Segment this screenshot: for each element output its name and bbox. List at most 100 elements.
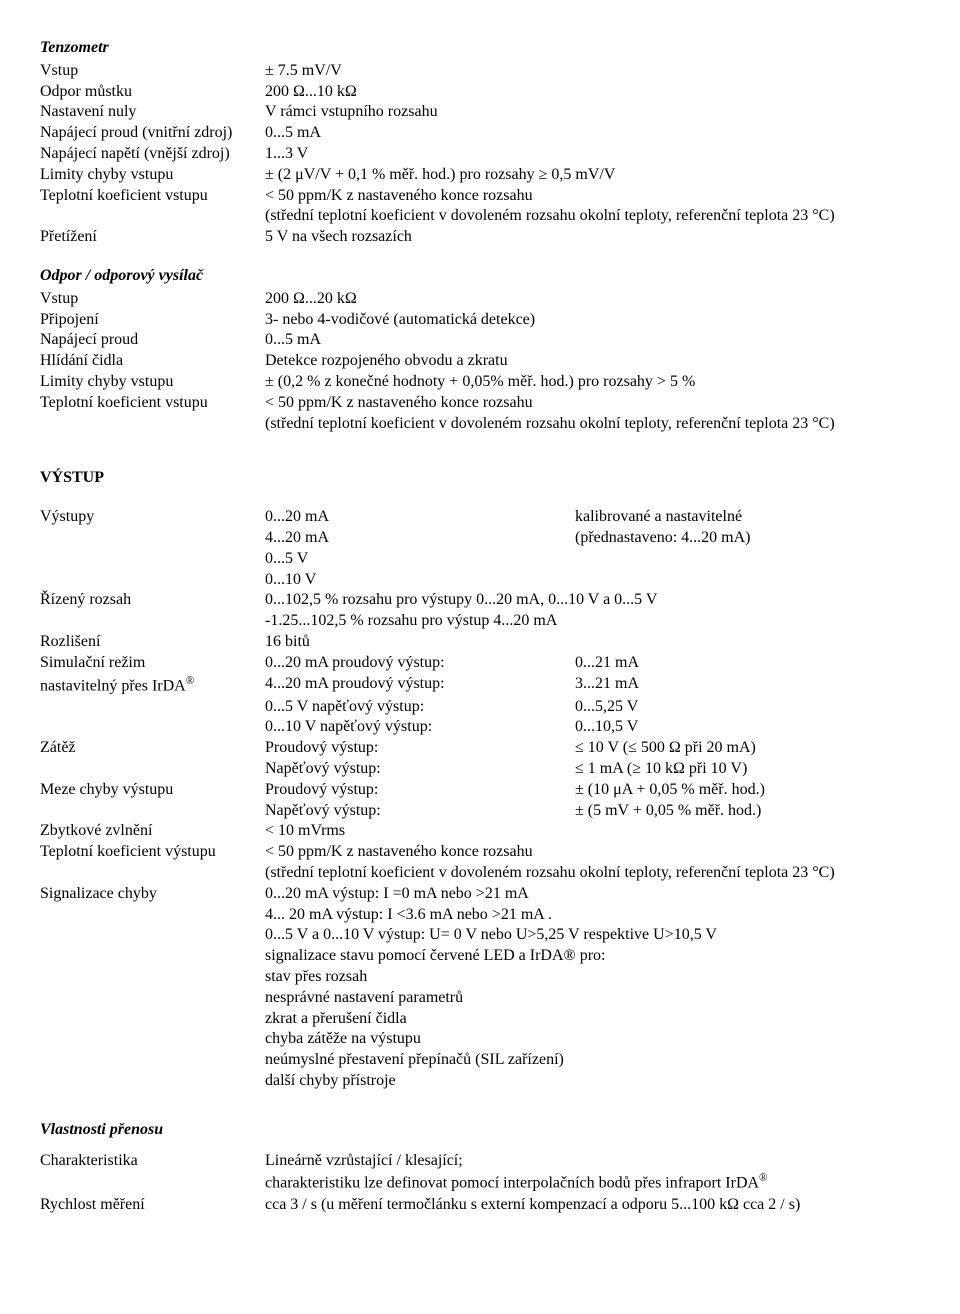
tenzometr-label-4: Napájecí napětí (vnější zdroj) xyxy=(40,144,265,165)
odpor-value-3: Detekce rozpojeného obvodu a zkratu xyxy=(265,351,960,372)
odpor-value-4: ± (0,2 % z konečné hodnoty + 0,05% měř. … xyxy=(265,372,960,393)
label-sig: Signalizace chyby xyxy=(40,884,265,905)
row-zatez-1: Napěťový výstup: ≤ 1 mA (≥ 10 kΩ při 10 … xyxy=(40,759,960,780)
value-vystupy-3a: 0...10 V xyxy=(265,570,575,591)
tenzometr-value-6: < 50 ppm/K z nastaveného konce rozsahu xyxy=(265,186,960,207)
value-rizeny-1: -1.25...102,5 % rozsahu pro výstup 4...2… xyxy=(265,611,960,632)
row-sig-9: další chyby přístroje xyxy=(40,1071,960,1092)
row-vystupy-1: 4...20 mA (přednastaveno: 4...20 mA) xyxy=(40,528,960,549)
row-sig-2: 0...5 V a 0...10 V výstup: U= 0 V nebo U… xyxy=(40,925,960,946)
value-rizeny-0: 0...102,5 % rozsahu pro výstupy 0...20 m… xyxy=(265,590,960,611)
value-sim-3b: 0...10,5 V xyxy=(575,717,960,738)
odpor-label-5: Teplotní koeficient vstupu xyxy=(40,393,265,414)
value-charakteristika-0: Lineárně vzrůstající / klesající; xyxy=(265,1151,960,1172)
row-sim-0: Simulační režim 0...20 mA proudový výstu… xyxy=(40,653,960,674)
value-sig-1: 4... 20 mA výstup: I <3.6 mA nebo >21 mA… xyxy=(265,905,960,926)
value-sig-4: stav přes rozsah xyxy=(265,967,960,988)
value-vystupy-0b: kalibrované a nastavitelné xyxy=(575,507,960,528)
tenzometr-row-2: Nastavení nulyV rámci vstupního rozsahu xyxy=(40,102,960,123)
row-charakteristika-0: Charakteristika Lineárně vzrůstající / k… xyxy=(40,1151,960,1172)
row-zbytkove: Zbytkové zvlnění < 10 mVrms xyxy=(40,821,960,842)
value-zatez-0a: Proudový výstup: xyxy=(265,738,575,759)
value-zatez-1b: ≤ 1 mA (≥ 10 kΩ při 10 V) xyxy=(575,759,960,780)
value-sig-3: signalizace stavu pomocí červené LED a I… xyxy=(265,946,960,967)
value-sig-5: nesprávné nastavení parametrů xyxy=(265,988,960,1009)
char-line2-sup: ® xyxy=(759,1172,768,1184)
label-sim2-sup: ® xyxy=(186,675,195,687)
value-sim-0a: 0...20 mA proudový výstup: xyxy=(265,653,575,674)
label-zatez: Zátěž xyxy=(40,738,265,759)
label-rychlost: Rychlost měření xyxy=(40,1195,265,1216)
tenzometr-row-3: Napájecí proud (vnitřní zdroj)0...5 mA xyxy=(40,123,960,144)
char-line2-pre: charakteristiku lze definovat pomocí int… xyxy=(265,1175,759,1192)
row-sig-7: chyba zátěže na výstupu xyxy=(40,1029,960,1050)
tenzometr-value-2: V rámci vstupního rozsahu xyxy=(265,102,960,123)
value-sim-3a: 0...10 V napěťový výstup: xyxy=(265,717,575,738)
tenzometr-value-5: ± (2 μV/V + 0,1 % měř. hod.) pro rozsahy… xyxy=(265,165,960,186)
odpor-row-0: Vstup200 Ω...20 kΩ xyxy=(40,289,960,310)
odpor-value-6: (střední teplotní koeficient v dovoleném… xyxy=(265,414,960,435)
row-sim-1: nastavitelný přes IrDA® 4...20 mA proudo… xyxy=(40,674,960,697)
tenzometr-value-4: 1...3 V xyxy=(265,144,960,165)
label-vystupy: Výstupy xyxy=(40,507,265,528)
odpor-row-2: Napájecí proud0...5 mA xyxy=(40,330,960,351)
row-teplotni-1: (střední teplotní koeficient v dovoleném… xyxy=(40,863,960,884)
value-vystupy-0a: 0...20 mA xyxy=(265,507,575,528)
value-meze-1a: Napěťový výstup: xyxy=(265,801,575,822)
tenzometr-value-0: ± 7.5 mV/V xyxy=(265,61,960,82)
value-sig-8: neúmyslné přestavení přepínačů (SIL zaří… xyxy=(265,1050,960,1071)
tenzometr-label-6: Teplotní koeficient vstupu xyxy=(40,186,265,207)
row-rozliseni: Rozlišení 16 bitů xyxy=(40,632,960,653)
row-charakteristika-1: charakteristiku lze definovat pomocí int… xyxy=(40,1171,960,1194)
odpor-label-3: Hlídání čidla xyxy=(40,351,265,372)
row-rizeny-0: Řízený rozsah 0...102,5 % rozsahu pro vý… xyxy=(40,590,960,611)
tenzometr-row-4: Napájecí napětí (vnější zdroj)1...3 V xyxy=(40,144,960,165)
odpor-title: Odpor / odporový vysílač xyxy=(40,266,960,287)
odpor-value-2: 0...5 mA xyxy=(265,330,960,351)
label-sim1: Simulační režim xyxy=(40,653,265,674)
value-sim-0b: 0...21 mA xyxy=(575,653,960,674)
tenzometr-row-7: (střední teplotní koeficient v dovoleném… xyxy=(40,206,960,227)
row-sig-0: Signalizace chyby 0...20 mA výstup: I =0… xyxy=(40,884,960,905)
value-vystupy-1b: (přednastaveno: 4...20 mA) xyxy=(575,528,960,549)
value-rozliseni: 16 bitů xyxy=(265,632,960,653)
row-meze-1: Napěťový výstup: ± (5 mV + 0,05 % měř. h… xyxy=(40,801,960,822)
tenzometr-label-2: Nastavení nuly xyxy=(40,102,265,123)
row-sig-1: 4... 20 mA výstup: I <3.6 mA nebo >21 mA… xyxy=(40,905,960,926)
row-sig-5: nesprávné nastavení parametrů xyxy=(40,988,960,1009)
tenzometr-label-5: Limity chyby vstupu xyxy=(40,165,265,186)
value-vystupy-1a: 4...20 mA xyxy=(265,528,575,549)
value-zatez-0b: ≤ 10 V (≤ 500 Ω při 20 mA) xyxy=(575,738,960,759)
tenzometr-label-1: Odpor můstku xyxy=(40,82,265,103)
label-rozliseni: Rozlišení xyxy=(40,632,265,653)
value-meze-1b: ± (5 mV + 0,05 % měř. hod.) xyxy=(575,801,960,822)
tenzometr-row-0: Vstup± 7.5 mV/V xyxy=(40,61,960,82)
value-sig-0: 0...20 mA výstup: I =0 mA nebo >21 mA xyxy=(265,884,960,905)
value-sig-2: 0...5 V a 0...10 V výstup: U= 0 V nebo U… xyxy=(265,925,960,946)
value-sig-9: další chyby přístroje xyxy=(265,1071,960,1092)
row-zatez-0: Zátěž Proudový výstup: ≤ 10 V (≤ 500 Ω p… xyxy=(40,738,960,759)
value-vystupy-2a: 0...5 V xyxy=(265,549,575,570)
section-tenzometr: Tenzometr Vstup± 7.5 mV/VOdpor můstku200… xyxy=(40,38,960,248)
row-sim-3: 0...10 V napěťový výstup: 0...10,5 V xyxy=(40,717,960,738)
label-teplotni: Teplotní koeficient výstupu xyxy=(40,842,265,863)
tenzometr-label-3: Napájecí proud (vnitřní zdroj) xyxy=(40,123,265,144)
value-teplotni-1: (střední teplotní koeficient v dovoleném… xyxy=(265,863,960,884)
tenzometr-row-8: Přetížení5 V na všech rozsazích xyxy=(40,227,960,248)
tenzometr-value-8: 5 V na všech rozsazích xyxy=(265,227,960,248)
row-sig-3: signalizace stavu pomocí červené LED a I… xyxy=(40,946,960,967)
value-sim-1b: 3...21 mA xyxy=(575,674,960,695)
odpor-value-1: 3- nebo 4-vodičové (automatická detekce) xyxy=(265,310,960,331)
tenzometr-row-5: Limity chyby vstupu± (2 μV/V + 0,1 % měř… xyxy=(40,165,960,186)
row-sig-4: stav přes rozsah xyxy=(40,967,960,988)
odpor-row-4: Limity chyby vstupu± (0,2 % z konečné ho… xyxy=(40,372,960,393)
section-prenos: Vlastnosti přenosu Charakteristika Lineá… xyxy=(40,1120,960,1216)
odpor-row-6: (střední teplotní koeficient v dovoleném… xyxy=(40,414,960,435)
odpor-value-5: < 50 ppm/K z nastaveného konce rozsahu xyxy=(265,393,960,414)
tenzometr-label-8: Přetížení xyxy=(40,227,265,248)
row-vystupy-0: Výstupy 0...20 mA kalibrované a nastavit… xyxy=(40,507,960,528)
value-zbytkove: < 10 mVrms xyxy=(265,821,960,842)
row-vystupy-3: 0...10 V xyxy=(40,570,960,591)
value-teplotni-0: < 50 ppm/K z nastaveného konce rozsahu xyxy=(265,842,960,863)
label-zbytkove: Zbytkové zvlnění xyxy=(40,821,265,842)
